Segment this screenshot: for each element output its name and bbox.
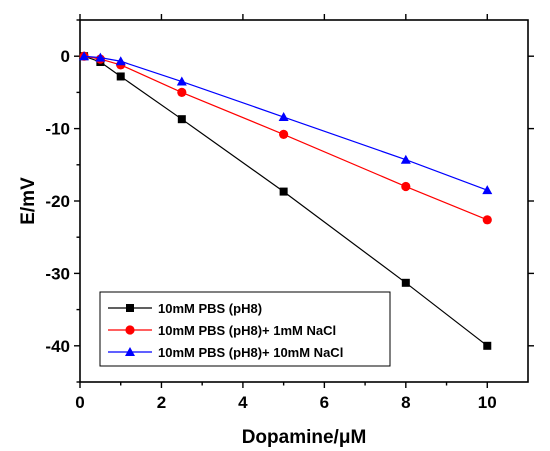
data-point xyxy=(401,181,411,192)
data-point xyxy=(279,129,289,139)
y-tick-label: -40 xyxy=(45,337,70,356)
data-point xyxy=(482,215,492,225)
legend-marker xyxy=(125,347,135,356)
legend-item: 10mM PBS (pH8)+ 10mM NaCl xyxy=(108,345,343,360)
data-point xyxy=(278,112,289,122)
x-tick-label: 2 xyxy=(157,393,166,412)
legend-label: 10mM PBS (pH8)+ 1mM NaCl xyxy=(158,323,336,338)
legend-item: 10mM PBS (pH8) xyxy=(108,301,262,316)
legend-label: 10mM PBS (pH8)+ 10mM NaCl xyxy=(158,345,343,360)
y-axis-title: E/mV xyxy=(18,177,39,225)
legend-marker xyxy=(125,325,135,335)
x-axis-title: Dopamine/μM xyxy=(242,427,367,448)
data-point xyxy=(279,187,288,196)
y-tick-label: -20 xyxy=(45,192,70,211)
x-tick-label: 6 xyxy=(320,393,329,412)
axes: 0 2 4 6 8 10 0 -10 -20 -30 -40 xyxy=(45,14,534,412)
data-point xyxy=(400,154,411,164)
y-tick-label: -10 xyxy=(45,120,70,139)
data-point xyxy=(79,51,90,61)
data-point xyxy=(115,56,126,66)
series-2 xyxy=(79,51,492,225)
x-tick-label: 10 xyxy=(478,393,497,412)
data-point xyxy=(177,115,186,124)
data-point xyxy=(482,185,493,195)
x-tick-label: 8 xyxy=(401,393,410,412)
data-point xyxy=(177,87,187,97)
legend-label: 10mM PBS (pH8) xyxy=(158,301,262,316)
data-point xyxy=(95,52,106,62)
legend-marker xyxy=(126,304,134,312)
legend-box xyxy=(99,291,391,367)
plot-area xyxy=(79,51,493,350)
x-tick-label: 0 xyxy=(75,393,84,412)
data-point xyxy=(176,76,187,86)
series-3 xyxy=(79,51,493,195)
data-point xyxy=(116,72,125,81)
y-tick-label: 0 xyxy=(61,47,70,66)
legend-item: 10mM PBS (pH8)+ 1mM NaCl xyxy=(108,323,336,338)
series-line xyxy=(84,55,488,191)
data-point xyxy=(483,341,492,350)
y-tick-label: -30 xyxy=(45,264,70,283)
x-tick-label: 4 xyxy=(238,393,248,412)
legend: 10mM PBS (pH8) 10mM PBS (pH8)+ 1mM NaCl 10… xyxy=(99,291,391,367)
data-point xyxy=(401,278,410,287)
